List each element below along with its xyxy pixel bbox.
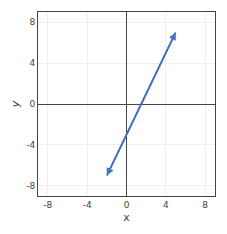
svg-text:4: 4 bbox=[163, 200, 169, 210]
svg-text:x: x bbox=[123, 211, 130, 224]
svg-text:0: 0 bbox=[124, 200, 130, 210]
svg-text:-8: -8 bbox=[43, 200, 52, 210]
svg-text:8: 8 bbox=[202, 200, 208, 210]
svg-text:8: 8 bbox=[29, 17, 35, 27]
svg-text:-4: -4 bbox=[83, 200, 92, 210]
svg-text:4: 4 bbox=[29, 58, 35, 68]
svg-text:y: y bbox=[9, 100, 22, 108]
svg-text:0: 0 bbox=[29, 99, 35, 109]
svg-text:-4: -4 bbox=[26, 140, 35, 150]
svg-text:-8: -8 bbox=[26, 181, 35, 191]
